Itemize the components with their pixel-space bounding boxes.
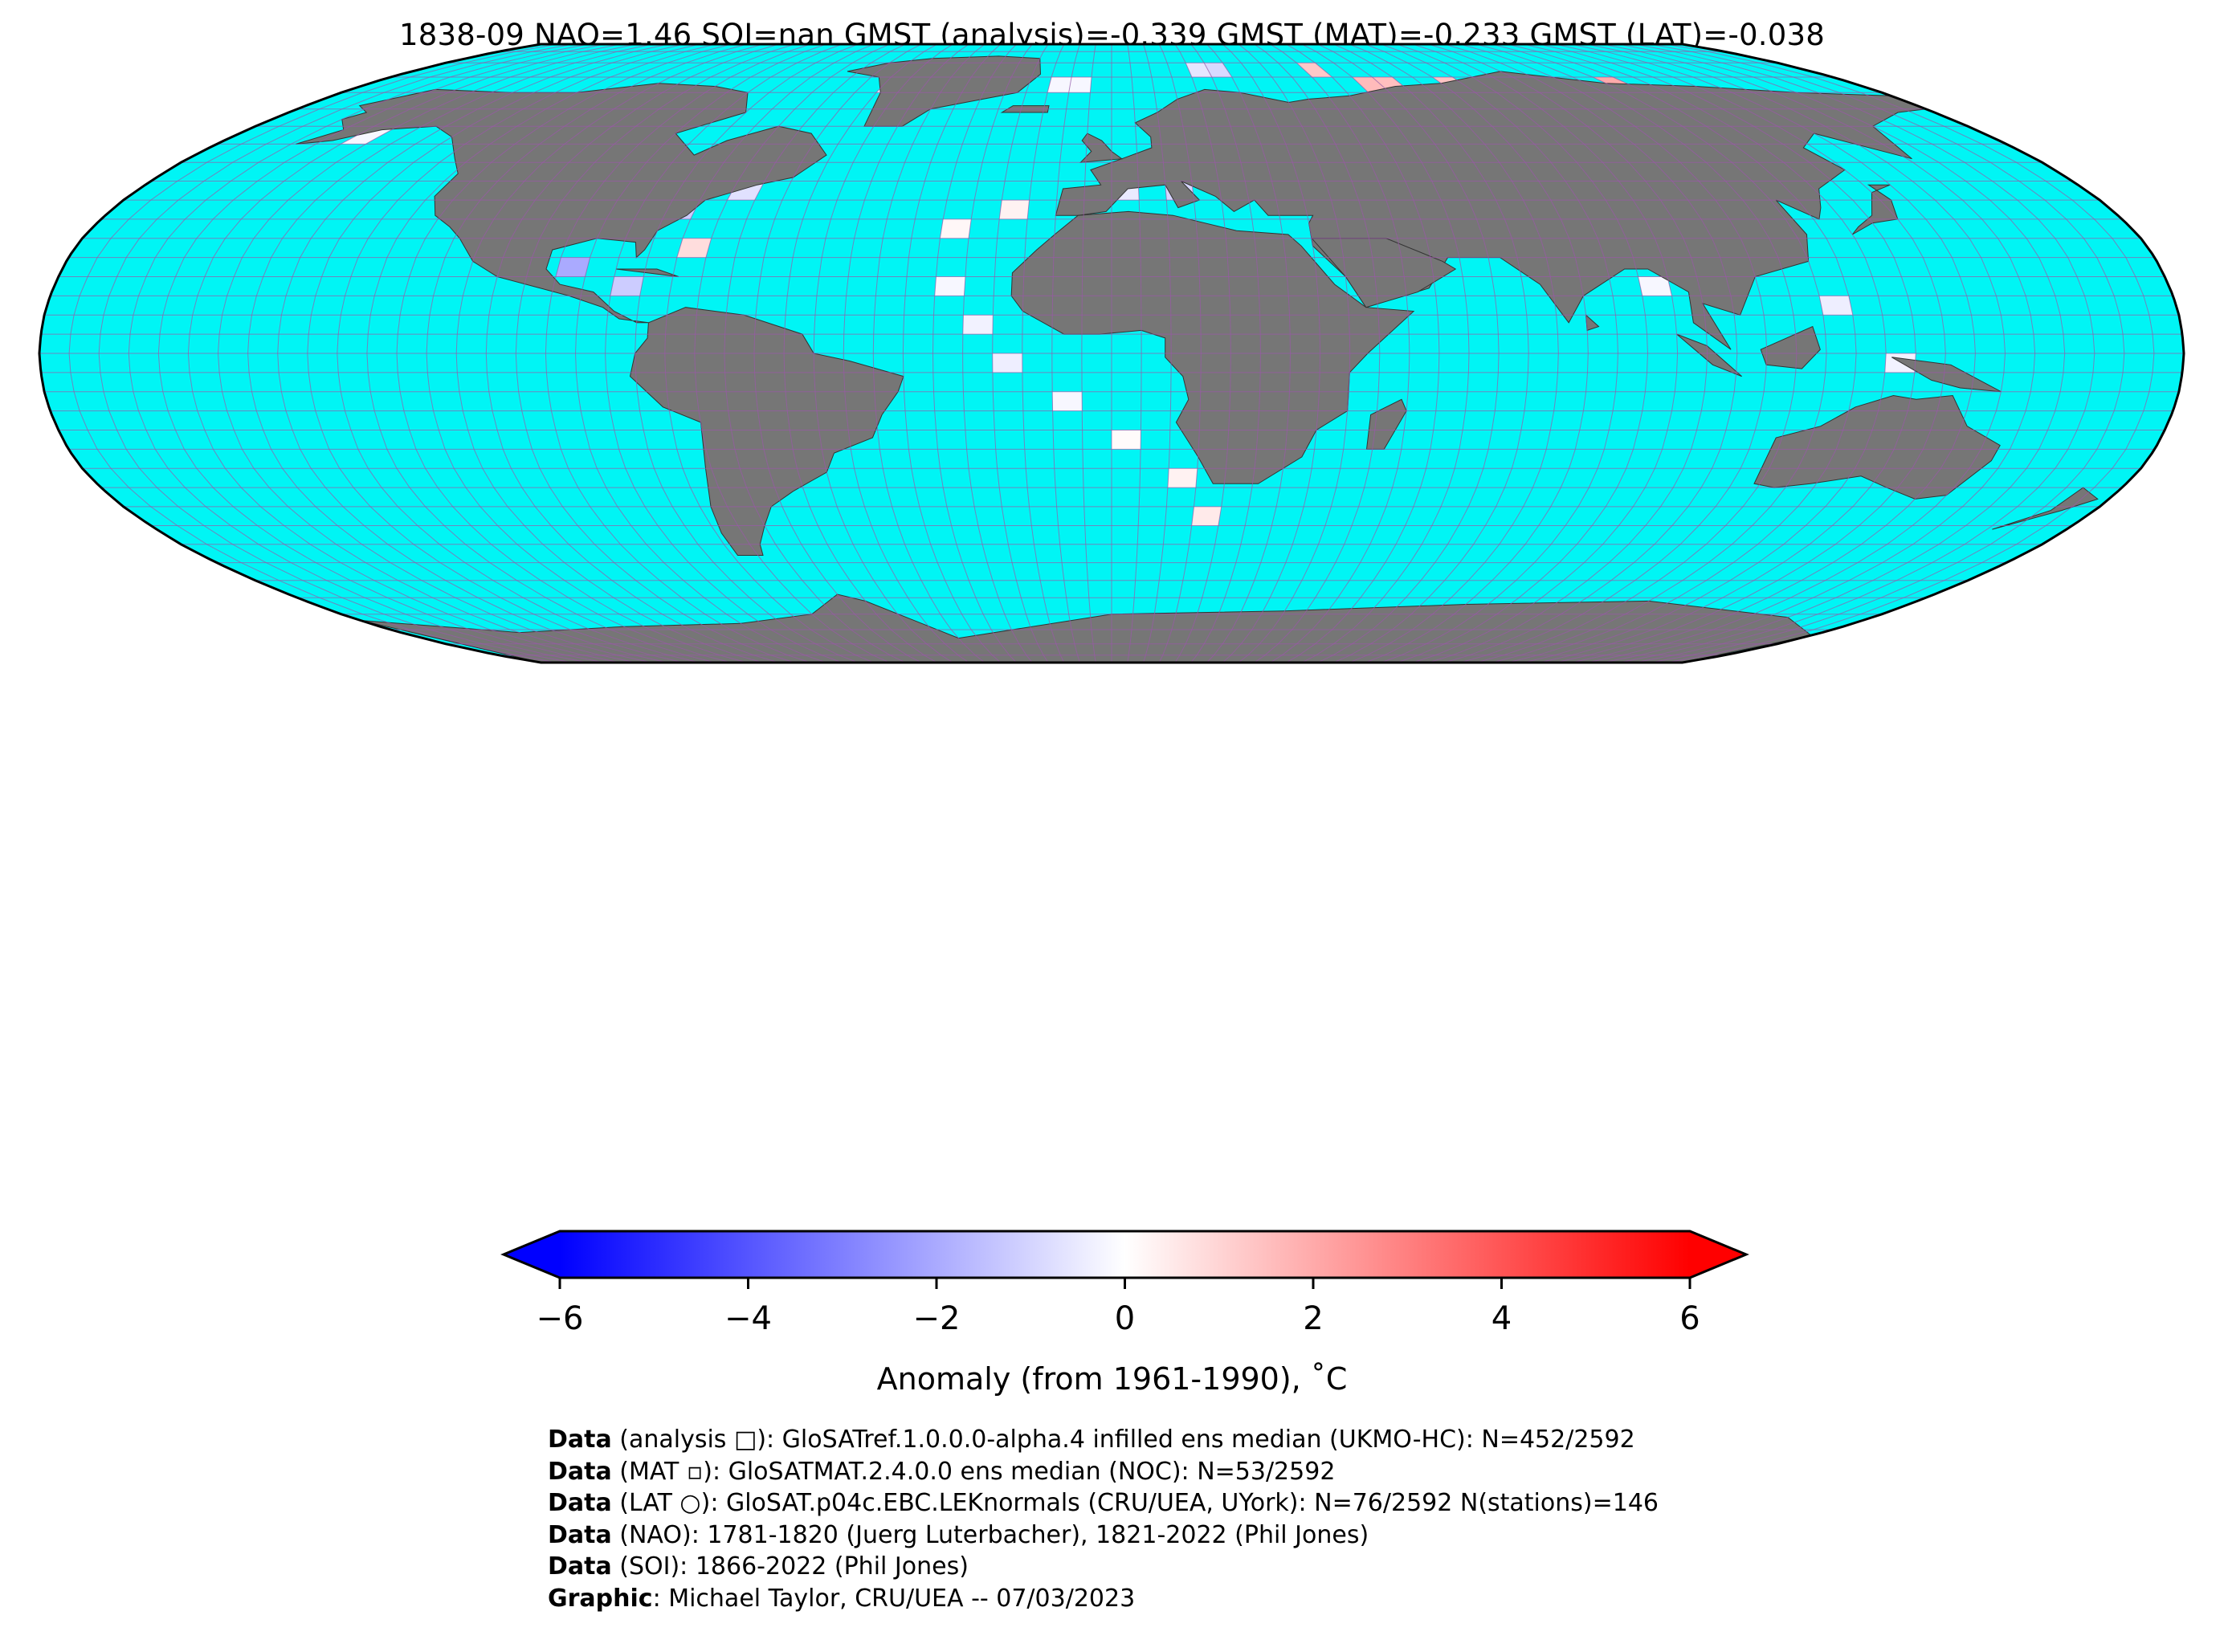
- credit-line-graphic: Graphic: Michael Taylor, CRU/UEA -- 07/0…: [548, 1584, 1136, 1613]
- anomaly-cell: [1638, 276, 1672, 296]
- data-credits: Data (analysis □): GloSATref.1.0.0.0-alp…: [548, 1424, 1659, 1614]
- credit-line-nao: Data (NAO): 1781-1820 (Juerg Luterbacher…: [548, 1520, 1369, 1549]
- anomaly-cell: [1352, 77, 1390, 93]
- credit-line-lat: Data (LAT ○): GloSAT.p04c.EBC.LEKnormals…: [548, 1489, 1659, 1517]
- anomaly-cell: [610, 276, 644, 296]
- anomaly-cell: [1167, 468, 1198, 488]
- anomaly-cell: [1112, 430, 1141, 450]
- new-zealand-landmass: [1992, 487, 2099, 530]
- graticule-grid: [39, 44, 2184, 663]
- japan-landmass: [1851, 184, 1899, 235]
- anomaly-cell: [676, 238, 712, 258]
- anomaly-cell: [1047, 77, 1072, 93]
- arabia-landmass: [1311, 238, 1457, 308]
- colorbar-gradient: [560, 1231, 1690, 1278]
- eurasia-landmass: [1055, 71, 1927, 350]
- anomaly-cell: [1204, 63, 1232, 77]
- anomaly-cell: [934, 276, 965, 296]
- sumatra-landmass: [1676, 333, 1742, 377]
- colorbar-tick-label: −2: [913, 1300, 961, 1337]
- map-boundary: [38, 43, 2185, 664]
- colorbar-max-extend-arrow: [1690, 1231, 1746, 1278]
- anomaly-cell: [962, 315, 994, 335]
- colorbar-tick-label: 2: [1303, 1300, 1323, 1337]
- cuba-landmass: [616, 268, 679, 277]
- colorbar-tick-label: 4: [1492, 1300, 1512, 1337]
- anomaly-cell: [1191, 506, 1222, 526]
- anomaly-cell: [940, 218, 972, 239]
- anomaly-cell: [1068, 77, 1092, 93]
- anomaly-cell: [556, 257, 590, 277]
- colorbar-tick-label: 6: [1679, 1300, 1700, 1337]
- colorbar-tick-label: −4: [724, 1300, 772, 1337]
- credit-line-soi: Data (SOI): 1866-2022 (Phil Jones): [548, 1552, 969, 1581]
- colorbar-tick-label: −6: [537, 1300, 584, 1337]
- anomaly-cell: [999, 200, 1030, 219]
- new-guinea-landmass: [1891, 357, 2002, 393]
- anomaly-cell: [1819, 296, 1853, 316]
- anomaly-cell: [1296, 63, 1332, 77]
- credit-line-analysis: Data (analysis □): GloSATref.1.0.0.0-alp…: [548, 1426, 1635, 1454]
- anomaly-cell: [992, 353, 1022, 373]
- anomaly-cell: [1052, 391, 1083, 411]
- colorbar-tick-label: 0: [1115, 1300, 1135, 1337]
- colorbar-min-extend-arrow: [504, 1231, 560, 1278]
- borneo-landmass: [1760, 325, 1821, 369]
- colorbar-label: Anomaly (from 1961-1990), ˚C: [876, 1361, 1348, 1397]
- anomaly-cell: [341, 126, 398, 145]
- credit-line-mat: Data (MAT ▫): GloSATMAT.2.4.0.0 ens medi…: [548, 1457, 1336, 1486]
- anomaly-cell: [1185, 63, 1212, 77]
